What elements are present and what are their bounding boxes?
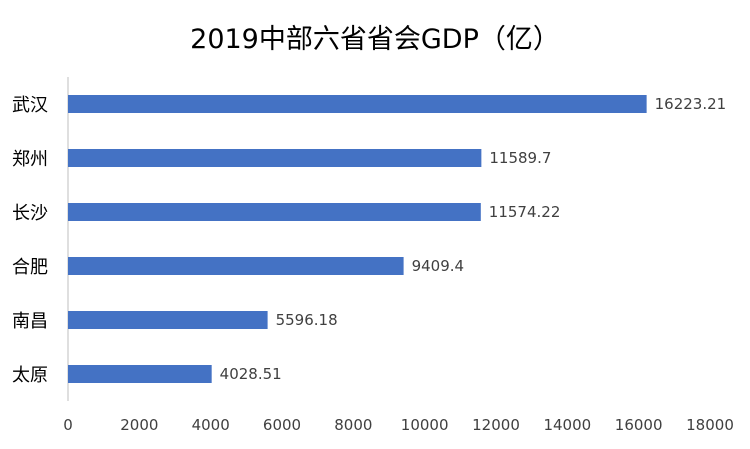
x-tick-label: 18000 <box>686 416 734 434</box>
data-label: 5596.18 <box>276 311 338 329</box>
category-label: 合肥 <box>12 257 48 278</box>
x-tick-label: 12000 <box>472 416 520 434</box>
data-label: 11574.22 <box>489 203 561 221</box>
data-label: 16223.21 <box>655 95 727 113</box>
category-label: 南昌 <box>12 311 48 332</box>
bar <box>68 257 404 275</box>
x-tick-label: 6000 <box>263 416 301 434</box>
bars-group <box>68 95 647 383</box>
x-tick-label: 4000 <box>192 416 230 434</box>
data-label: 9409.4 <box>412 257 465 275</box>
x-tick-label: 10000 <box>401 416 449 434</box>
x-tick-label: 14000 <box>543 416 591 434</box>
bar <box>68 95 647 113</box>
data-label: 4028.51 <box>220 365 282 383</box>
bar <box>68 149 482 167</box>
category-label: 长沙 <box>12 203 48 224</box>
bar <box>68 311 268 329</box>
x-tick-label: 16000 <box>615 416 663 434</box>
x-tick-labels-group: 0 2000 4000 6000 8000 10000 12000 14000 16000 180… <box>63 416 734 434</box>
category-label: 武汉 <box>12 95 48 116</box>
x-tick-label: 0 <box>63 416 73 434</box>
bar <box>68 203 481 221</box>
category-label: 太原 <box>12 365 48 386</box>
category-label: 郑州 <box>12 149 48 170</box>
chart-title: 2019中部六省省会GDP（亿） <box>190 24 560 55</box>
bar <box>68 365 212 383</box>
value-labels-group: 16223.21 11589.7 11574.22 9409.4 5596.18 4028… <box>220 95 727 383</box>
data-label: 11589.7 <box>489 149 551 167</box>
x-tick-label: 8000 <box>334 416 372 434</box>
x-tick-label: 2000 <box>120 416 158 434</box>
